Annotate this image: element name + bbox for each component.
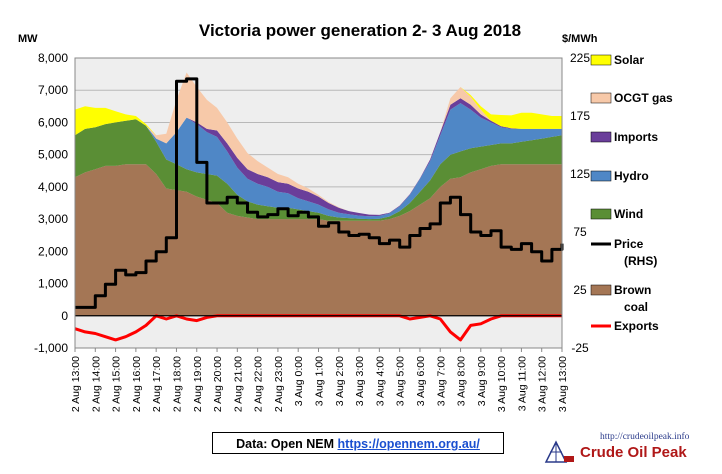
chart-title: Victoria power generation 2- 3 Aug 2018	[199, 21, 521, 40]
x-tick-label: 3 Aug 8:00	[456, 356, 468, 406]
y-left-tick-label: -1,000	[34, 341, 68, 355]
y-right-tick-label: 125	[570, 167, 590, 181]
y-right-tick-label: 225	[570, 51, 590, 65]
y-right-tick-label: 175	[570, 109, 590, 123]
legend-label-exports: Exports	[614, 319, 659, 333]
x-tick-label: 2 Aug 21:00	[232, 356, 244, 412]
x-tick-label: 2 Aug 15:00	[111, 356, 123, 412]
x-tick-label: 3 Aug 4:00	[374, 356, 386, 406]
x-tick-label: 3 Aug 3:00	[354, 356, 366, 406]
x-tick-label: 2 Aug 20:00	[212, 356, 224, 412]
y-right-tick-label: 25	[573, 283, 587, 297]
y-left-tick-label: 2,000	[38, 244, 68, 258]
line-price-rhs	[75, 77, 564, 309]
crude-oil-peak-logo: http://crudeoilpeak.info Crude Oil Peak	[540, 432, 716, 468]
legend-label-solar: Solar	[614, 53, 644, 67]
x-tick-label: 3 Aug 0:00	[293, 356, 305, 406]
x-tick-label: 3 Aug 10:00	[496, 356, 508, 412]
area-wind	[75, 119, 562, 221]
data-source-label: Data: Open NEM	[236, 437, 338, 451]
y-left-tick-label: 6,000	[38, 115, 68, 129]
y-left-tick-label: 5,000	[38, 148, 68, 162]
y-left-tick-label: 4,000	[38, 180, 68, 194]
y-left-tick-label: 0	[61, 309, 68, 323]
y-right-ticks: 225 175 125 75 25 -25	[570, 51, 590, 355]
y-left-ticks: 8,000 7,000 6,000 5,000 4,000 3,000 2,000 1,000…	[34, 51, 68, 355]
data-source-link[interactable]: https://opennem.org.au/	[337, 437, 480, 451]
legend-label-ocgt-gas: OCGT gas	[614, 91, 673, 105]
legend-label-brown: Brown	[614, 283, 651, 297]
y-right-unit-label: $/MWh	[562, 33, 598, 45]
legend-swatch-imports	[590, 131, 612, 143]
x-tick-label: 3 Aug 6:00	[415, 356, 427, 406]
legend-swatch-hydro	[590, 170, 612, 182]
legend-label2-price: (RHS)	[624, 254, 657, 268]
x-tick-label: 2 Aug 17:00	[151, 356, 163, 412]
legend-label-wind: Wind	[614, 207, 643, 221]
legend-label-hydro: Hydro	[614, 169, 649, 183]
x-tick-label: 3 Aug 7:00	[435, 356, 447, 406]
y-left-tick-label: 8,000	[38, 51, 68, 65]
x-tick-label: 3 Aug 9:00	[476, 356, 488, 406]
legend-swatch-brown	[590, 284, 612, 296]
x-tick-label: 2 Aug 14:00	[90, 356, 102, 412]
x-tick-label: 3 Aug 1:00	[314, 356, 326, 406]
legend-swatch-ocgt-gas	[590, 92, 612, 104]
legend: Solar OCGT gas Imports Hydro Wind Price (RHS) B…	[590, 53, 673, 333]
logo-name: Crude Oil Peak	[580, 444, 687, 461]
legend-swatch-wind	[590, 208, 612, 220]
x-tick-label: 3 Aug 11:00	[516, 356, 528, 411]
y-left-tick-label: 7,000	[38, 83, 68, 97]
x-tick-label: 2 Aug 16:00	[131, 356, 143, 412]
x-tick-label: 2 Aug 23:00	[273, 356, 285, 412]
x-tick-label: 3 Aug 2:00	[334, 356, 346, 406]
legend-swatch-solar	[590, 54, 612, 66]
y-left-tick-label: 3,000	[38, 212, 68, 226]
logo-url: http://crudeoilpeak.info	[600, 432, 690, 442]
legend-label-price: Price	[614, 237, 644, 251]
x-tick-label: 2 Aug 18:00	[171, 356, 183, 412]
y-right-tick-label: 75	[573, 225, 587, 239]
x-ticks: 2 Aug 13:00 2 Aug 14:00 2 Aug 15:00 2 Aug 1…	[70, 348, 569, 412]
oil-rig-icon	[544, 440, 574, 463]
y-left-unit-label: MW	[18, 33, 38, 45]
x-tick-label: 2 Aug 19:00	[192, 356, 204, 412]
legend-label2-brown: coal	[624, 300, 648, 314]
legend-label-imports: Imports	[614, 130, 658, 144]
y-right-tick-label: -25	[571, 341, 589, 355]
y-left-tick-label: 1,000	[38, 277, 68, 291]
x-tick-label: 3 Aug 13:00	[557, 356, 569, 412]
x-tick-label: 2 Aug 22:00	[253, 356, 265, 412]
x-tick-label: 2 Aug 13:00	[70, 356, 82, 412]
data-source-box: Data: Open NEM https://opennem.org.au/	[212, 432, 504, 454]
x-tick-label: 3 Aug 12:00	[537, 356, 549, 412]
x-tick-label: 3 Aug 5:00	[395, 356, 407, 406]
